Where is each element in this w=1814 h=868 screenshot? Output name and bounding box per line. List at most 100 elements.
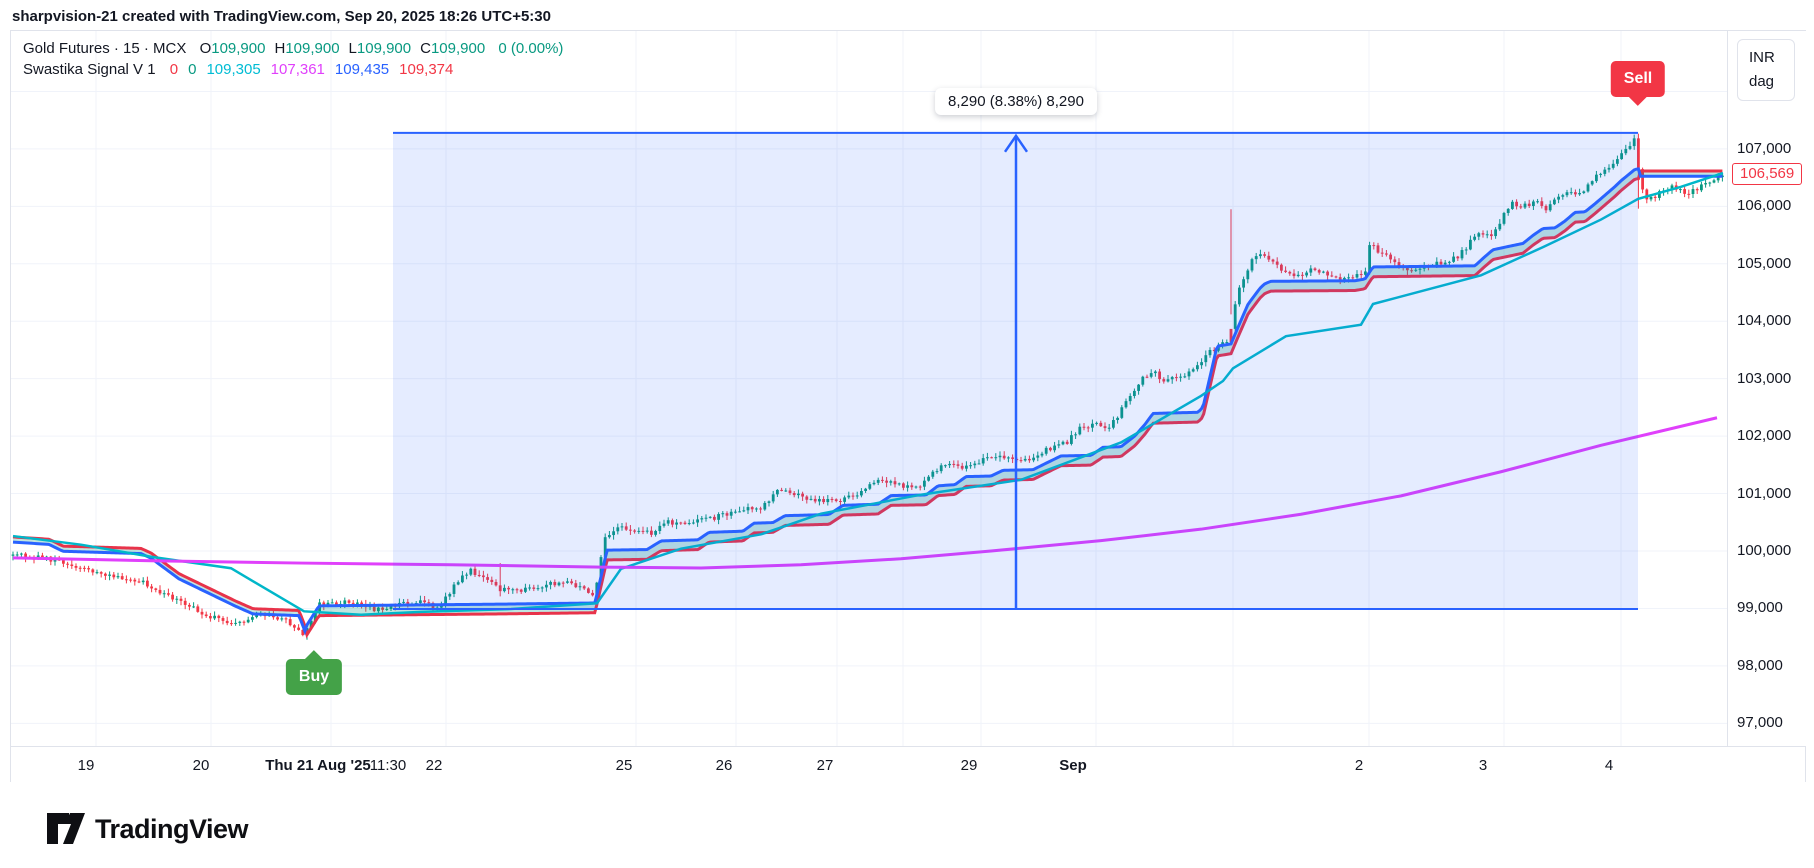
candle-body [112, 574, 116, 578]
measure-arrowhead-icon [1003, 133, 1029, 153]
candle-body [1385, 253, 1388, 255]
candle-body [818, 498, 821, 502]
candle-body [1515, 201, 1518, 207]
candle-body [1011, 457, 1014, 459]
candle-body [935, 471, 939, 473]
candle-body [1301, 274, 1304, 276]
indicator-value: 107,361 [270, 61, 325, 78]
sell-signal-marker[interactable]: Sell [1610, 61, 1666, 106]
candle-body [1116, 417, 1119, 421]
candle-body [969, 465, 972, 467]
candle-body [1649, 196, 1653, 200]
candle-body [561, 582, 565, 584]
candle-body [612, 531, 615, 536]
candle-body [1498, 223, 1502, 230]
price-axis[interactable]: INR dag 106,569 107,000 106,000 105,000 104… [1727, 31, 1806, 746]
candle-body [939, 465, 943, 472]
candle-body [456, 582, 460, 585]
candle-body [1506, 208, 1510, 213]
candle-body [1716, 177, 1720, 181]
candle-body [482, 575, 485, 578]
candle-body [994, 457, 998, 459]
candle-body [1502, 212, 1506, 224]
time-axis[interactable]: 19 20 Thu 21 Aug '25 11:30 22 25 26 27 29 Sep 2 3 4 [11, 746, 1805, 782]
candle-body [1347, 277, 1350, 279]
candle-body [53, 559, 57, 562]
candle-body [356, 602, 359, 604]
candle-body [1330, 275, 1334, 277]
candle-body [406, 601, 410, 605]
candle-body [104, 573, 107, 576]
candle-body [494, 581, 498, 586]
candle-body [1229, 328, 1233, 343]
candle-body [129, 579, 132, 581]
chart-canvas[interactable] [11, 31, 1727, 746]
candle-body [759, 508, 762, 510]
candle-body [1490, 234, 1493, 237]
buy-signal-marker[interactable]: Buy [285, 650, 343, 695]
candle-body [1263, 254, 1266, 256]
candle-body [734, 511, 737, 513]
candle-body [536, 588, 540, 590]
chart-plot-area[interactable]: Gold Futures · 15 · MCX O109,900 H109,900… [11, 31, 1727, 746]
measure-tool-label[interactable]: 8,290 (8.38%) 8,290 [935, 87, 1097, 115]
candle-body [1527, 203, 1531, 207]
candle-body [477, 574, 481, 576]
candle-body [108, 574, 111, 576]
candle-body [1086, 427, 1090, 429]
candle-body [1254, 256, 1258, 260]
candle-body [1343, 277, 1346, 280]
time-tick-label: Sep [1059, 757, 1087, 774]
price-scale-mode: dag [1749, 73, 1775, 90]
candle-body [801, 493, 804, 497]
candle-body [171, 594, 174, 600]
candle-body [1007, 457, 1010, 459]
candle-body [776, 489, 779, 495]
time-tick-label: 29 [960, 757, 978, 774]
candle-body [729, 511, 733, 516]
candle-body [696, 519, 699, 523]
candle-body [1561, 195, 1565, 197]
price-scale-unit-box[interactable]: INR dag [1737, 39, 1795, 101]
candle-body [276, 617, 279, 620]
candle-body [255, 615, 258, 618]
candle-body [641, 530, 645, 532]
candle-body [150, 586, 153, 589]
candle-body [1002, 455, 1006, 459]
ohlc-value: O109,900 [199, 40, 266, 57]
candle-body [1196, 365, 1199, 370]
candle-body [780, 489, 783, 491]
candle-body [1162, 379, 1166, 382]
candle-body [1175, 377, 1178, 379]
candle-body [133, 579, 137, 582]
candle-body [524, 587, 527, 592]
candle-body [1074, 434, 1077, 436]
candle-body [1212, 349, 1216, 351]
price-tick-label: 100,000 [1737, 542, 1792, 559]
candle-body [347, 600, 351, 603]
candle-body [767, 501, 771, 503]
tradingview-branding[interactable]: TradingView [46, 812, 249, 846]
candle-body [578, 586, 582, 588]
candle-body [137, 581, 141, 583]
candle-body [1044, 447, 1048, 454]
candle-body [1628, 146, 1632, 149]
price-tick-label: 98,000 [1737, 656, 1783, 674]
candle-body [1624, 148, 1628, 154]
candle-body [805, 496, 809, 500]
candle-body [1700, 184, 1703, 191]
candle-body [154, 588, 158, 590]
candle-body [1691, 189, 1695, 195]
candle-body [1443, 262, 1447, 265]
candle-body [1322, 271, 1325, 273]
candle-body [1099, 422, 1103, 427]
candle-body [1376, 245, 1380, 253]
candle-body [927, 476, 930, 481]
candle-body [1057, 444, 1061, 446]
tradingview-logo-icon [47, 813, 85, 844]
candle-body [713, 516, 716, 520]
candle-body [1637, 138, 1640, 170]
candle-body [1372, 245, 1376, 247]
candle-body [1250, 259, 1254, 271]
candle-body [15, 554, 19, 556]
